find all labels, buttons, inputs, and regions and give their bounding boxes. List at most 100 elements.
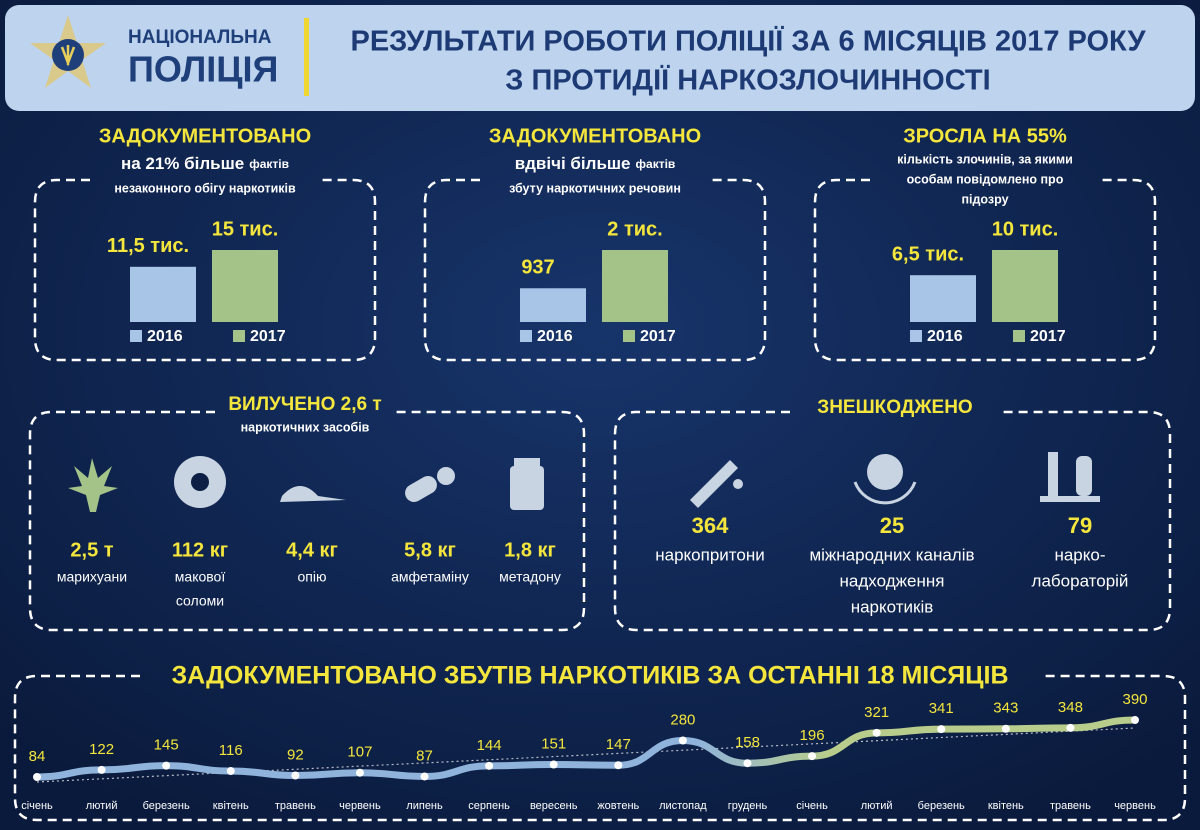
point (678, 736, 687, 745)
point (420, 772, 429, 781)
item-label: наркотиків (851, 597, 934, 616)
chart-title: ЗАДОКУМЕНТОВАНО ЗБУТІВ НАРКОТИКІВ ЗА ОСТ… (171, 662, 1008, 690)
legend-label: 2016 (927, 328, 963, 345)
value-label: 11,5 тис. (107, 235, 189, 257)
item-label: макової (175, 569, 226, 585)
point (1066, 723, 1075, 732)
amount: 2,5 т (70, 539, 113, 561)
point (743, 759, 752, 768)
subtitle-suffix: фактів (249, 157, 289, 171)
value-label: 116 (219, 742, 243, 759)
value-label: 341 (929, 700, 954, 717)
logo-star (30, 15, 106, 88)
item-label: міжнародних каналів (809, 545, 974, 564)
value-label: 147 (606, 736, 631, 753)
point (614, 761, 623, 770)
value-label: 151 (541, 735, 566, 752)
value-label: 321 (864, 704, 889, 721)
x-tick-label: березень (143, 800, 190, 812)
dashed-frame (13, 674, 1187, 822)
panel-subtitle: наркотичних засобів (241, 420, 370, 434)
value-label: 87 (416, 747, 433, 764)
point (291, 771, 300, 780)
logo-bottom: ПОЛІЦІЯ (128, 49, 278, 90)
legend-swatch (623, 330, 635, 342)
panel-note: незаконного обігу наркотиків (114, 181, 296, 195)
header-box (5, 5, 1195, 111)
panel-subtitle: на 21% більше фактів (121, 154, 289, 173)
header-divider (304, 18, 309, 96)
point (937, 725, 946, 734)
panel-title: ЗРОСЛА НА 55% (903, 125, 1067, 147)
header-title: РЕЗУЛЬТАТИ РОБОТИ ПОЛІЦІЇ ЗА 6 МІСЯЦІВ 2… (350, 25, 1146, 58)
item-label: метадону (499, 569, 561, 585)
legend-swatch (520, 330, 532, 342)
panel-note: кількість злочинів, за якими (897, 152, 1073, 166)
x-tick-label: травень (275, 800, 316, 812)
amount: 79 (1068, 513, 1092, 538)
legend-label: 2016 (147, 328, 183, 345)
dashed-frame (28, 410, 586, 632)
amount: 4,4 кг (286, 539, 338, 561)
amount: 5,8 кг (404, 539, 456, 561)
logo-top: НАЦІОНАЛЬНА (128, 27, 272, 48)
bar (130, 266, 196, 322)
x-tick-label: жовтень (597, 800, 639, 812)
value-label: 107 (347, 744, 372, 761)
legend-label: 2017 (250, 328, 286, 345)
value-label: 145 (154, 737, 179, 754)
legend-label: 2017 (640, 328, 676, 345)
value-label: 390 (1122, 691, 1147, 708)
trend-line (36, 727, 1136, 783)
bar (992, 250, 1058, 322)
icons (68, 450, 1100, 512)
panel-title: ЗНЕШКОДЖЕНО (817, 397, 972, 418)
x-tick-label: лютий (861, 800, 893, 812)
legend-swatch (1013, 330, 1025, 342)
panel-title: ЗАДОКУМЕНТОВАНО (99, 125, 311, 147)
point (226, 767, 235, 776)
point (1131, 716, 1139, 724)
x-tick-label: серпень (468, 800, 510, 812)
subtitle-suffix: фактів (636, 157, 676, 171)
x-tick-label: квітень (988, 800, 1024, 812)
point (872, 728, 881, 737)
bar (910, 275, 976, 322)
x-tick-label: вересень (530, 800, 578, 812)
item-label: надходження (840, 571, 945, 590)
value-label: 6,5 тис. (892, 243, 964, 265)
x-tick-label: грудень (728, 800, 768, 812)
x-tick-label: січень (796, 800, 828, 812)
subtitle-main: на 21% більше (121, 154, 244, 173)
value-label: 196 (800, 727, 825, 744)
item-label: амфетаміну (391, 569, 469, 585)
x-tick-label: березень (918, 800, 965, 812)
x-tick-label: травень (1050, 800, 1091, 812)
point (485, 761, 494, 770)
header-title: З ПРОТИДІЇ НАРКОЗЛОЧИННОСТІ (505, 64, 990, 97)
legend-swatch (130, 330, 142, 342)
value-label: 348 (1058, 699, 1083, 716)
value-label: 343 (993, 700, 1018, 717)
panel-title: ВИЛУЧЕНО 2,6 т (228, 394, 381, 415)
item-label: нарко- (1054, 545, 1105, 564)
panel-note: підозру (961, 192, 1008, 206)
panel-note: особам повідомлено про (907, 172, 1064, 186)
x-tick-label: листопад (659, 800, 707, 812)
value-label: 2 тис. (607, 218, 662, 240)
legend-swatch (910, 330, 922, 342)
amount: 364 (692, 513, 729, 538)
bar (212, 250, 278, 322)
value-label: 122 (89, 741, 114, 758)
x-tick-label: липень (406, 800, 443, 812)
value-label: 144 (477, 737, 502, 754)
panel-title: ЗАДОКУМЕНТОВАНО (489, 125, 701, 147)
panel-subtitle: вдвічі більше фактів (515, 154, 676, 173)
dashed-frame (613, 410, 1172, 632)
point (355, 768, 364, 777)
amount: 1,8 кг (504, 539, 556, 561)
point (549, 760, 558, 769)
legend-label: 2016 (537, 328, 573, 345)
legend-label: 2017 (1030, 328, 1066, 345)
